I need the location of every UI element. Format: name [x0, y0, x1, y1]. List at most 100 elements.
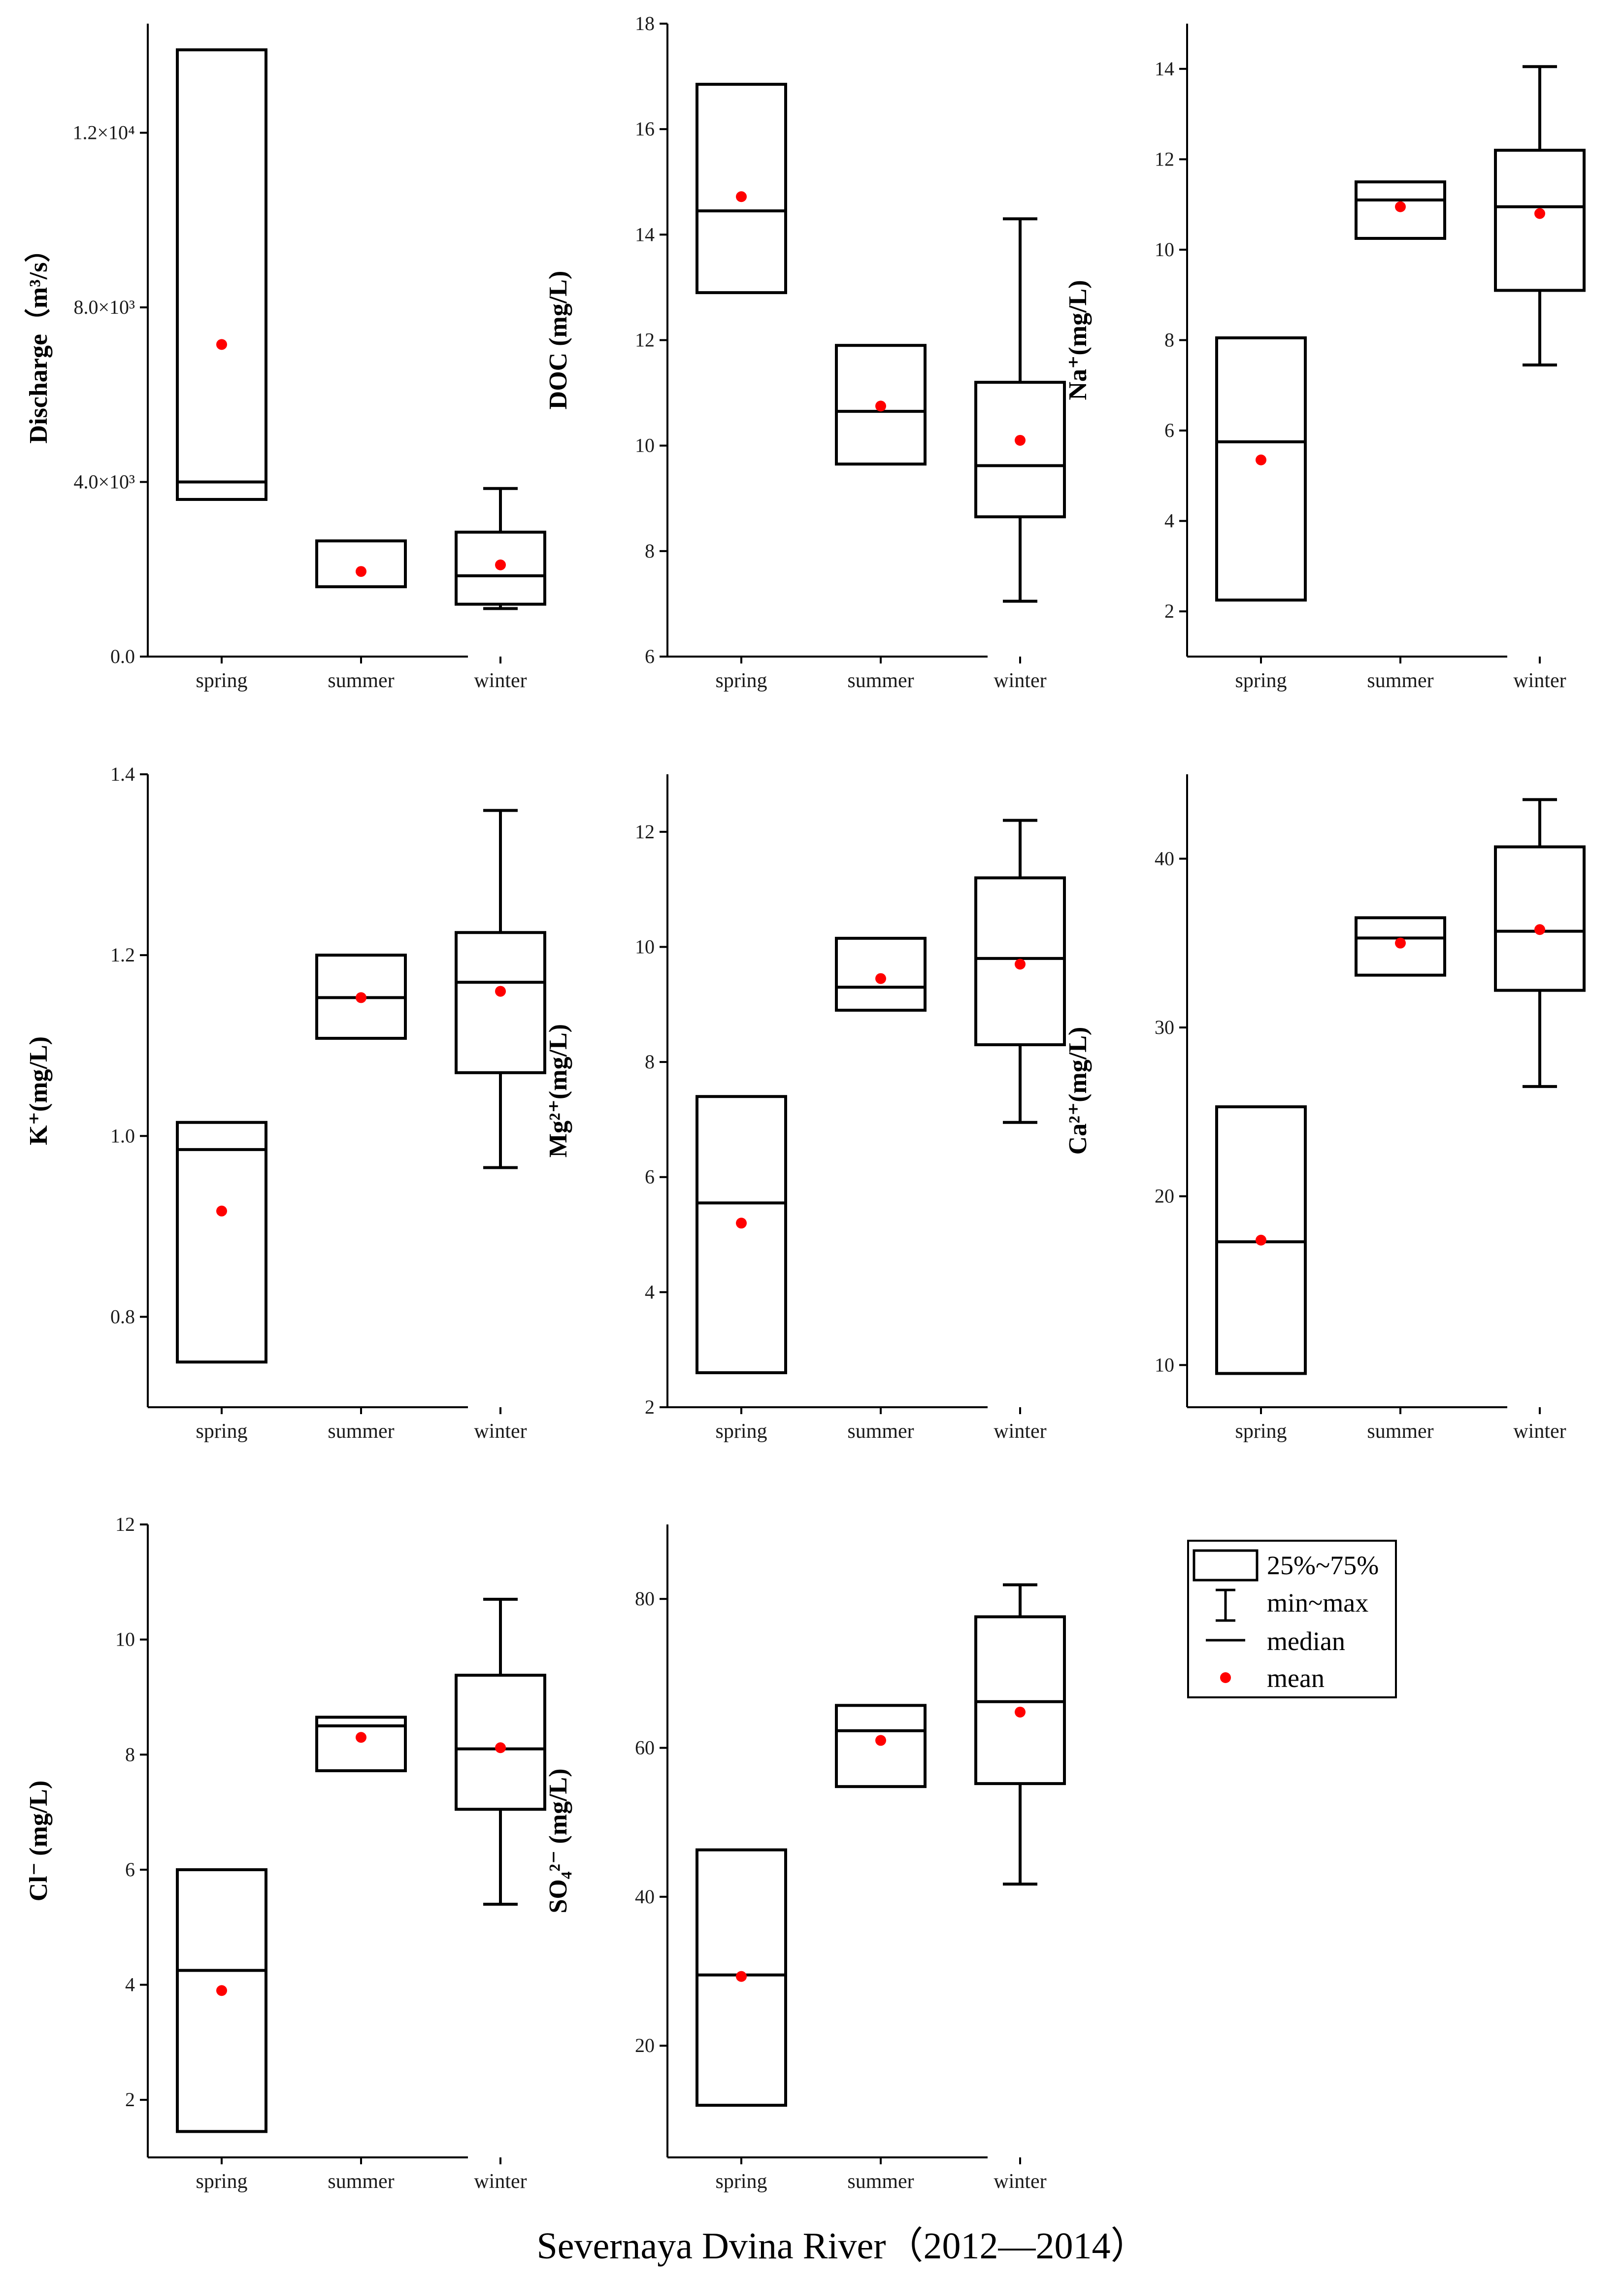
- mean-point: [216, 339, 227, 350]
- x-tick-label: spring: [196, 1420, 248, 1443]
- chart-panel-7: 2 4 6 8 10 12 spring summer winter Cl⁻ (mg/L): [25, 1513, 546, 2193]
- x-tick-label: summer: [328, 2170, 394, 2193]
- box-summer: [1355, 916, 1446, 977]
- box-iqr: [1215, 1105, 1307, 1375]
- legend: 25%~75% min~max median mean: [1187, 1540, 1397, 1698]
- box-summer: [315, 1716, 407, 1772]
- box-iqr: [1215, 336, 1307, 602]
- y-tick-label: 8.0×10³: [73, 296, 135, 318]
- box-winter: [455, 487, 546, 610]
- x-tick-label: summer: [847, 669, 914, 692]
- box-iqr: [696, 1095, 787, 1374]
- box-winter: [455, 1597, 546, 1906]
- y-tick-label: 18: [635, 12, 655, 34]
- x-tick-label: winter: [474, 669, 527, 692]
- chart-panel-1: 0.0 4.0×10³ 8.0×10³ 1.2×10⁴ spring summer wint…: [24, 24, 546, 692]
- y-tick-label: 4: [645, 1281, 655, 1303]
- y-tick-label: 10: [635, 935, 655, 958]
- mean-point: [1395, 201, 1406, 212]
- box-iqr: [696, 1848, 787, 2107]
- mean-point: [736, 191, 747, 202]
- mean-point: [356, 1732, 366, 1743]
- y-tick-label: 12: [635, 821, 655, 843]
- y-tick-label: 30: [1155, 1016, 1174, 1038]
- y-tick-label: 2: [645, 1396, 655, 1418]
- mean-point: [495, 1742, 506, 1754]
- box-iqr: [176, 48, 267, 501]
- y-tick-label: 12: [115, 1513, 135, 1535]
- box-winter: [974, 819, 1066, 1124]
- y-tick-label: 6: [125, 1858, 135, 1881]
- x-tick-label: winter: [994, 2170, 1046, 2193]
- box-iqr: [1355, 180, 1446, 240]
- mean-point: [1534, 208, 1545, 219]
- y-axis-label: Ca²⁺(mg/L): [1064, 1027, 1092, 1155]
- x-tick-label: summer: [1367, 1420, 1433, 1443]
- legend-mean-swatch: [1220, 1672, 1231, 1683]
- y-tick-label: 8: [645, 540, 655, 562]
- y-tick-label: 1.4: [110, 763, 135, 785]
- box-spring: [1215, 1105, 1307, 1375]
- mean-point: [875, 1735, 886, 1746]
- x-tick-label: spring: [716, 1420, 767, 1443]
- box-iqr: [1494, 845, 1586, 992]
- box-winter: [974, 1583, 1066, 1886]
- mean-point: [736, 1218, 747, 1229]
- box-summer: [315, 954, 407, 1040]
- legend-median-label: median: [1267, 1626, 1345, 1656]
- y-axis-label: Na⁺(mg/L): [1064, 280, 1092, 400]
- x-tick-label: winter: [994, 669, 1046, 692]
- x-tick-label: spring: [716, 2170, 767, 2193]
- legend-box-label: 25%~75%: [1267, 1551, 1379, 1580]
- mean-point: [736, 1971, 747, 1982]
- y-tick-label: 6: [645, 645, 655, 667]
- box-iqr: [315, 1716, 407, 1772]
- x-tick-label: winter: [994, 1420, 1046, 1443]
- y-axis-label: K⁺(mg/L): [25, 1036, 53, 1145]
- box-iqr: [455, 1674, 546, 1811]
- y-tick-label: 80: [635, 1588, 655, 1610]
- y-axis-label: DOC (mg/L): [544, 271, 572, 410]
- mean-point: [875, 973, 886, 984]
- box-winter: [1494, 65, 1586, 366]
- y-tick-label: 12: [635, 329, 655, 351]
- box-summer: [835, 344, 927, 466]
- box-summer: [1355, 180, 1446, 240]
- x-tick-label: summer: [328, 1420, 394, 1443]
- box-winter: [1494, 798, 1586, 1088]
- legend-mean-label: mean: [1267, 1663, 1325, 1693]
- y-tick-label: 20: [1155, 1185, 1174, 1207]
- box-iqr: [974, 381, 1066, 519]
- y-tick-label: 4: [125, 1974, 135, 1996]
- box-iqr: [974, 1615, 1066, 1786]
- y-tick-label: 2: [1164, 600, 1174, 622]
- x-tick-label: winter: [474, 2170, 527, 2193]
- chart-panel-6: 10 20 30 40 spring summer winter Ca²⁺(mg/L): [1064, 774, 1586, 1443]
- mean-point: [1256, 454, 1266, 465]
- x-tick-label: spring: [1235, 669, 1287, 692]
- mean-point: [1015, 959, 1026, 970]
- x-tick-label: winter: [1513, 669, 1566, 692]
- box-iqr: [696, 83, 787, 295]
- y-tick-label: 60: [635, 1737, 655, 1759]
- x-tick-label: spring: [196, 2170, 248, 2193]
- x-tick-label: summer: [847, 2170, 914, 2193]
- x-tick-label: summer: [1367, 669, 1433, 692]
- box-summer: [315, 539, 407, 589]
- box-iqr: [835, 1704, 927, 1788]
- y-tick-label: 2: [125, 2088, 135, 2111]
- mean-point: [1015, 1706, 1026, 1718]
- y-tick-label: 12: [1155, 148, 1174, 170]
- chart-panel-8: 20 40 60 80 spring summer winter SO₄²⁻ (mg/L): [544, 1524, 1066, 2193]
- y-tick-label: 4.0×10³: [73, 471, 135, 493]
- x-tick-label: spring: [716, 669, 767, 692]
- box-summer: [835, 936, 927, 1012]
- y-tick-label: 20: [635, 2034, 655, 2056]
- y-tick-label: 0.0: [110, 645, 135, 667]
- chart-panel-3: 2 4 6 8 10 12 14 spring summer winter Na⁺(mg/L): [1064, 24, 1586, 692]
- y-tick-label: 14: [635, 223, 655, 245]
- y-axis-label: Mg²⁺(mg/L): [544, 1024, 572, 1158]
- box-iqr: [835, 344, 927, 466]
- y-axis-label: Discharge（m³/s）: [24, 237, 53, 444]
